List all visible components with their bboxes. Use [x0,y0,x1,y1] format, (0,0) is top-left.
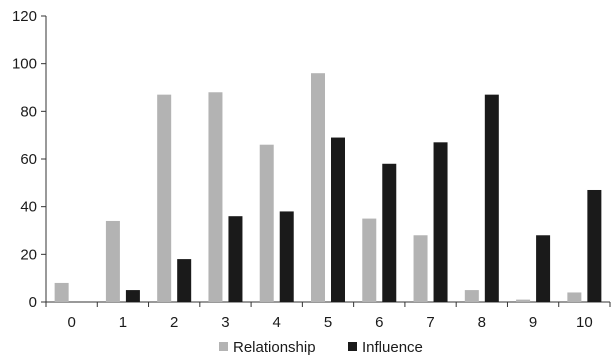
x-tick-label: 7 [426,314,434,331]
bar-relationship-9 [516,299,531,302]
x-tick-label: 0 [67,314,75,331]
y-tick-label: 20 [20,246,37,263]
bar-relationship-10 [567,292,582,302]
bar-relationship-0 [54,282,69,302]
bar-relationship-1 [105,220,120,302]
x-tick-label: 9 [529,314,537,331]
bar-influence-7 [433,142,448,302]
x-tick-label: 5 [324,314,332,331]
bar-relationship-7 [413,235,428,302]
y-tick-label: 120 [12,8,37,25]
y-tick-label: 60 [20,151,37,168]
bar-influence-2 [177,259,192,302]
x-tick-label: 4 [273,314,281,331]
bar-relationship-5 [311,73,325,302]
x-tick-label: 2 [170,314,178,331]
legend-label-influence: Influence [362,339,423,356]
x-tick-label: 3 [221,314,229,331]
bar-influence-9 [536,235,551,302]
bar-influence-1 [125,290,140,302]
bar-relationship-6 [362,218,377,302]
bar-influence-8 [484,94,499,303]
bar-relationship-3 [208,92,223,303]
y-tick-label: 80 [20,103,37,120]
bar-influence-6 [382,163,397,302]
bar-influence-10 [587,189,602,302]
x-tick-label: 10 [576,314,593,331]
legend-label-relationship: Relationship [233,339,316,356]
y-tick-label: 100 [12,56,37,73]
x-tick-label: 1 [119,314,127,331]
bar-influence-4 [279,211,294,302]
y-tick-label: 40 [20,199,37,216]
legend-swatch-relationship [219,342,228,351]
bar-influence-5 [331,137,345,302]
y-axis: 0 20 40 60 80 100 120 [12,8,47,311]
bar-relationship-2 [157,94,172,303]
bar-influence-3 [228,216,243,302]
bar-relationship-4 [259,144,274,302]
bars [54,73,602,303]
bar-relationship-8 [464,290,479,302]
x-axis: 0 1 2 3 4 5 6 7 8 9 10 [45,301,611,331]
x-tick-label: 8 [478,314,486,331]
legend: Relationship Influence [219,339,423,356]
y-tick-label: 0 [29,294,37,311]
x-tick-label: 6 [375,314,383,331]
legend-swatch-influence [348,342,357,351]
